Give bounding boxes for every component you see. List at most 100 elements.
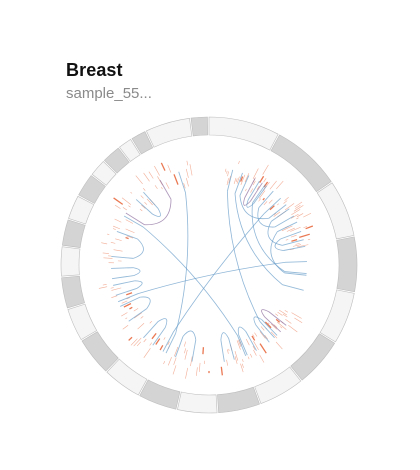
rearrangement-link — [133, 238, 144, 259]
cnv-tick — [183, 183, 186, 189]
cnv-tick — [290, 213, 299, 219]
cnv-tick — [275, 313, 279, 316]
cnv-tick — [125, 317, 128, 320]
link-endpoint — [250, 182, 263, 202]
cnv-tick — [262, 164, 269, 175]
cnv-tick — [234, 351, 239, 361]
link-endpoint — [255, 324, 270, 343]
cnv-tick — [295, 243, 300, 245]
cnv-tick — [128, 205, 131, 208]
cnv-tick — [149, 320, 153, 324]
cnv-tick — [136, 341, 142, 347]
link-endpoint — [247, 180, 260, 201]
cnv-tick — [260, 326, 265, 331]
cnv-tick — [167, 357, 172, 366]
link-endpoint — [143, 321, 159, 339]
cnv-tick — [288, 324, 298, 333]
cnv-tick — [160, 162, 166, 171]
cnv-tick — [121, 197, 132, 205]
cnv-tick — [262, 197, 265, 201]
cnv-tick — [252, 345, 256, 351]
link-endpoint — [264, 197, 281, 214]
cnv-tick — [269, 205, 275, 211]
rearrangement-link — [132, 267, 141, 276]
chromosome-segment-12 — [81, 331, 119, 372]
link-endpoint — [191, 339, 197, 362]
chromosome-segment-19 — [91, 160, 117, 186]
cnv-tick — [172, 365, 177, 375]
link-endpoint — [178, 171, 186, 193]
cnv-tick — [284, 196, 289, 201]
rearrangement-link — [142, 226, 238, 336]
cnv-tick — [245, 188, 247, 192]
cnv-tick — [251, 335, 256, 341]
rearrangement-link — [226, 191, 261, 322]
link-endpoint — [282, 239, 304, 246]
link-endpoint — [162, 331, 174, 352]
cnv-tick — [256, 186, 260, 190]
cnv-tick — [154, 185, 158, 190]
cnv-tick — [130, 191, 133, 194]
cnv-tick — [240, 363, 244, 373]
cnv-tick — [259, 343, 267, 354]
link-endpoint — [113, 280, 135, 286]
link-endpoint — [284, 272, 307, 276]
cnv-tick — [126, 297, 130, 300]
cnv-tick — [125, 236, 129, 240]
rearrangement-link — [253, 316, 263, 326]
cnv-tick — [165, 182, 170, 189]
cnv-tick — [159, 345, 164, 351]
cnv-tick — [189, 164, 193, 176]
cnv-tick — [273, 211, 281, 217]
link-endpoint — [270, 208, 290, 222]
link-endpoint — [143, 191, 159, 209]
link-endpoint — [283, 245, 306, 251]
link-endpoint — [117, 293, 139, 303]
cnv-tick — [125, 219, 134, 224]
cnv-tick — [292, 244, 302, 247]
link-endpoint — [135, 199, 153, 215]
cnv-tick — [173, 346, 179, 357]
link-endpoint — [165, 333, 177, 354]
cnv-tick — [240, 174, 246, 186]
cnv-tick — [254, 332, 258, 337]
cnv-tick — [140, 316, 144, 319]
chart-subtitle[interactable]: sample_55... — [66, 85, 152, 102]
link-endpoint — [159, 179, 172, 200]
cnv-tick — [143, 348, 151, 358]
link-endpoint — [116, 231, 138, 240]
cnv-tick — [268, 199, 273, 204]
link-endpoint — [226, 169, 234, 192]
cnv-tick — [155, 338, 161, 345]
cnv-tick — [263, 178, 267, 183]
chromosome-segment-13 — [67, 303, 98, 341]
cnv-tick — [296, 217, 299, 220]
chromosome-segment-7 — [254, 366, 302, 404]
cnv-tick — [273, 324, 278, 328]
chromosome-segment-10 — [139, 379, 181, 410]
cnv-tick — [252, 334, 255, 338]
cnv-tick — [291, 209, 301, 215]
cnv-tick — [220, 366, 223, 376]
cnv-tick — [139, 208, 143, 212]
link-endpoint — [123, 215, 144, 228]
chromosome-segment-14 — [61, 275, 85, 309]
cnv-tick — [281, 225, 293, 232]
link-endpoint — [252, 184, 266, 204]
cnv-tick — [263, 201, 268, 206]
cnv-tick — [235, 178, 238, 183]
rearrangement-link — [243, 197, 251, 206]
cnv-tick — [247, 356, 250, 360]
cnv-tick — [285, 319, 292, 324]
cnv-tick — [163, 337, 166, 340]
rearrangement-link — [144, 199, 172, 226]
link-endpoint — [268, 311, 287, 326]
cnv-tick — [184, 348, 187, 354]
chromosome-segment-X — [145, 117, 193, 148]
cnv-tick — [167, 164, 172, 173]
link-endpoint — [175, 336, 184, 358]
link-endpoint — [128, 308, 148, 322]
cnv-tick — [307, 238, 311, 241]
cnv-tick — [294, 317, 303, 324]
cnv-tick — [275, 318, 281, 323]
